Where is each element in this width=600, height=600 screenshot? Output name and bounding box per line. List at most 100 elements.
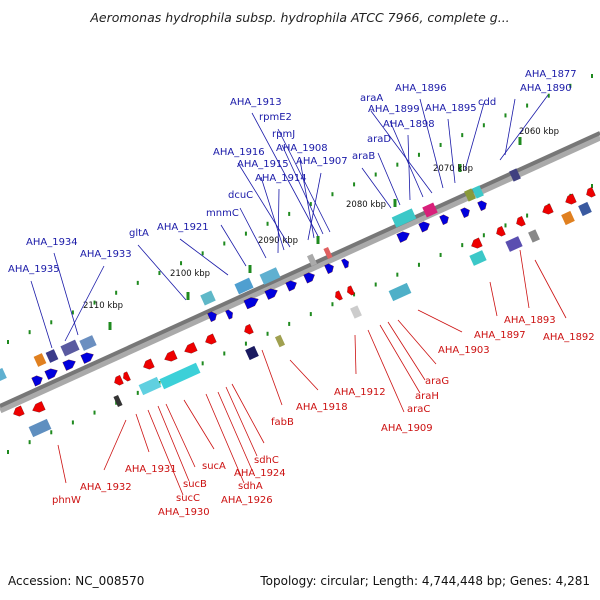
forward-label-leader [307, 172, 322, 241]
reverse-label-leader [261, 349, 283, 406]
scale-label: 2100 kbp [170, 269, 210, 279]
forward-gene-label: araB [352, 151, 375, 162]
scale-label: 2110 kbp [83, 301, 123, 311]
scale-tick [201, 251, 204, 256]
forward-gene-label: gltA [129, 228, 149, 239]
forward-gene-arrow [341, 258, 349, 269]
forward-label-leader [407, 134, 411, 201]
scale-tick [439, 252, 442, 257]
reverse-label-leader [225, 386, 258, 457]
forward-gene-arrow [225, 309, 233, 320]
feature-box-shape [28, 418, 52, 438]
feature-box-shape [60, 339, 80, 357]
reverse-gene-arrow [565, 193, 577, 205]
scale-tick [353, 182, 356, 187]
forward-gene-label: AHA_1935 [8, 264, 60, 275]
scale-tick [71, 310, 74, 315]
scale-tick [374, 172, 377, 177]
scale-tick [201, 361, 204, 366]
feature-box [578, 201, 592, 217]
backbone-shadow [0, 133, 600, 414]
reverse-label-leader [205, 393, 245, 484]
reverse-gene-label: AHA_1931 [125, 464, 177, 475]
reverse-gene-label: sucB [183, 479, 207, 490]
scale-tick [569, 83, 572, 88]
feature-box-shape [422, 202, 438, 218]
forward-gene-label: AHA_1895 [425, 103, 477, 114]
feature-box-shape [274, 334, 286, 348]
feature-box-shape [259, 267, 281, 285]
reverse-gene-label: AHA_1932 [80, 482, 132, 493]
scale-label: 2070 kbp [433, 164, 473, 174]
scale-tick [244, 341, 247, 346]
scale-tick [482, 233, 485, 238]
scale-tick [136, 390, 139, 395]
scale-major-tick [108, 322, 112, 330]
forward-gene-arrow [80, 352, 94, 364]
feature-box [28, 418, 52, 438]
scale-tick [50, 320, 53, 325]
topology-text: Topology: circular; Length: 4,744,448 bp… [260, 574, 590, 588]
feature-box [60, 339, 80, 357]
reverse-label-leader [165, 403, 196, 468]
scale-tick [396, 272, 399, 277]
feature-box [528, 229, 540, 243]
feature-box [391, 208, 417, 228]
forward-gene-arrow [477, 200, 487, 212]
scale-label: 2080 kbp [346, 200, 386, 210]
feature-box-shape [388, 282, 412, 302]
reverse-gene-label: AHA_1912 [334, 387, 386, 398]
forward-gene-label: araA [360, 93, 383, 104]
map-title: Aeromonas hydrophila subsp. hydrophila A… [90, 10, 510, 25]
scale-tick [93, 410, 96, 415]
feature-box [138, 376, 162, 396]
scale-tick [526, 103, 529, 108]
reverse-gene-label: AHA_1893 [504, 315, 556, 326]
feature-box-shape [391, 208, 417, 228]
reverse-label-leader [379, 324, 421, 394]
scale-tick [591, 74, 593, 78]
forward-gene-label: rpmE2 [259, 112, 292, 123]
forward-gene-label: AHA_1899 [368, 104, 420, 115]
forward-label-leader [499, 94, 549, 161]
forward-gene-label: AHA_1914 [255, 173, 307, 184]
forward-gene-label: AHA_1915 [237, 159, 289, 170]
scale-major-tick [458, 164, 462, 172]
forward-gene-label: AHA_1913 [230, 97, 282, 108]
forward-gene-label: rpmJ [272, 129, 295, 140]
reverse-gene-arrow [496, 225, 506, 237]
forward-gene-label: AHA_1933 [80, 249, 132, 260]
feature-box-shape [45, 349, 59, 363]
forward-gene-arrow [207, 311, 217, 323]
scale-tick [158, 271, 161, 276]
scale-tick [136, 280, 139, 285]
reverse-gene-arrow [114, 374, 124, 386]
reverse-label-leader [217, 391, 253, 471]
feature-box [45, 349, 59, 363]
feature-box [113, 394, 123, 408]
scale-tick [374, 282, 377, 287]
feature-box [33, 353, 47, 367]
feature-box [274, 334, 286, 348]
forward-label-leader [281, 144, 324, 235]
scale-tick [7, 450, 9, 454]
scale-tick [591, 184, 593, 188]
reverse-label-leader [354, 334, 357, 375]
reverse-gene-arrow [205, 333, 217, 345]
feature-box [159, 362, 201, 390]
forward-gene-arrow [44, 368, 58, 380]
feature-box [245, 345, 259, 361]
forward-label-leader [504, 98, 516, 156]
reverse-gene-label: sdhA [238, 481, 263, 492]
feature-box-shape [561, 210, 575, 226]
forward-gene-arrow [62, 359, 76, 371]
forward-gene-arrow [418, 221, 430, 233]
feature-box-shape [306, 253, 318, 267]
reverse-gene-arrow [244, 323, 254, 335]
forward-label-leader [260, 176, 285, 251]
reverse-gene-label: AHA_1918 [296, 402, 348, 413]
forward-gene-label: AHA_1908 [276, 143, 328, 154]
feature-box [561, 210, 575, 226]
